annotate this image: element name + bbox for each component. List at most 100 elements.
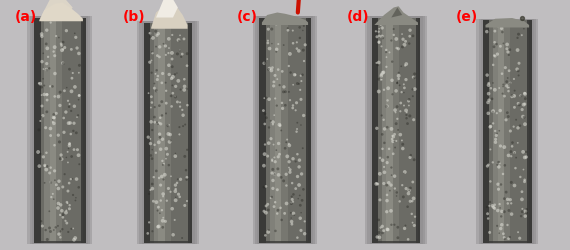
- Point: [45, 171, 54, 175]
- Point: [152, 200, 161, 204]
- Point: [269, 84, 278, 88]
- Point: [383, 155, 392, 159]
- Point: [271, 96, 280, 100]
- Bar: [270, 18, 271, 242]
- Point: [484, 92, 493, 96]
- Point: [515, 61, 524, 65]
- Point: [58, 185, 67, 189]
- Point: [398, 142, 408, 146]
- Point: [270, 172, 279, 176]
- Bar: [32, 16, 88, 244]
- Point: [299, 114, 308, 117]
- Point: [150, 143, 159, 147]
- Point: [398, 37, 408, 41]
- Bar: [293, 18, 294, 242]
- Bar: [298, 18, 299, 242]
- Point: [502, 84, 511, 88]
- Point: [398, 146, 408, 150]
- Bar: [163, 22, 165, 242]
- Point: [263, 41, 272, 45]
- Point: [180, 84, 189, 88]
- Point: [300, 43, 310, 47]
- Point: [390, 132, 399, 136]
- Bar: [189, 22, 190, 242]
- Point: [496, 108, 505, 112]
- Bar: [481, 19, 534, 244]
- Polygon shape: [151, 2, 188, 29]
- Point: [36, 82, 45, 86]
- Point: [156, 122, 165, 126]
- Point: [276, 128, 286, 132]
- Point: [176, 48, 185, 52]
- Point: [67, 154, 76, 158]
- Point: [295, 165, 304, 169]
- Point: [54, 232, 63, 236]
- Point: [382, 210, 391, 214]
- Point: [394, 47, 403, 51]
- Point: [293, 121, 302, 125]
- Point: [410, 224, 419, 228]
- Bar: [365, 16, 428, 244]
- Point: [155, 211, 164, 215]
- Point: [298, 73, 307, 77]
- Point: [514, 32, 523, 36]
- Point: [162, 101, 171, 105]
- Point: [42, 68, 51, 71]
- Point: [153, 74, 162, 78]
- Bar: [391, 18, 393, 242]
- Point: [154, 140, 163, 144]
- Point: [54, 206, 63, 210]
- Point: [158, 159, 167, 163]
- Point: [62, 221, 71, 225]
- Point: [410, 215, 420, 219]
- Bar: [397, 18, 398, 242]
- Point: [507, 212, 516, 216]
- Bar: [51, 18, 52, 242]
- Point: [259, 108, 268, 112]
- Point: [300, 219, 310, 223]
- Point: [74, 185, 83, 189]
- Point: [288, 41, 298, 45]
- Point: [155, 55, 164, 59]
- Point: [294, 49, 303, 53]
- Point: [144, 192, 153, 196]
- Point: [286, 170, 295, 174]
- Point: [180, 154, 189, 158]
- Point: [278, 106, 287, 110]
- Bar: [54, 18, 55, 242]
- Point: [515, 236, 524, 240]
- Bar: [286, 18, 288, 242]
- Point: [158, 72, 167, 76]
- Point: [380, 141, 389, 145]
- Point: [60, 89, 69, 93]
- Point: [37, 34, 46, 38]
- Point: [406, 153, 416, 157]
- Point: [400, 86, 409, 90]
- Point: [59, 130, 68, 134]
- Point: [296, 74, 306, 78]
- Point: [162, 89, 171, 93]
- Bar: [414, 18, 416, 242]
- Point: [51, 225, 60, 229]
- Bar: [398, 18, 400, 242]
- Point: [71, 236, 80, 240]
- Bar: [272, 18, 274, 242]
- Point: [176, 33, 185, 37]
- Point: [300, 232, 309, 236]
- Point: [500, 237, 510, 241]
- Bar: [179, 22, 180, 242]
- Point: [38, 104, 47, 108]
- Point: [410, 72, 420, 76]
- Bar: [499, 20, 500, 242]
- Bar: [158, 22, 160, 242]
- Point: [46, 180, 55, 184]
- Point: [74, 153, 83, 157]
- Bar: [181, 22, 182, 242]
- Bar: [166, 22, 167, 242]
- Bar: [145, 22, 146, 242]
- Bar: [376, 18, 377, 242]
- Point: [177, 236, 186, 240]
- Point: [260, 112, 270, 116]
- Point: [392, 89, 401, 93]
- Point: [150, 105, 159, 109]
